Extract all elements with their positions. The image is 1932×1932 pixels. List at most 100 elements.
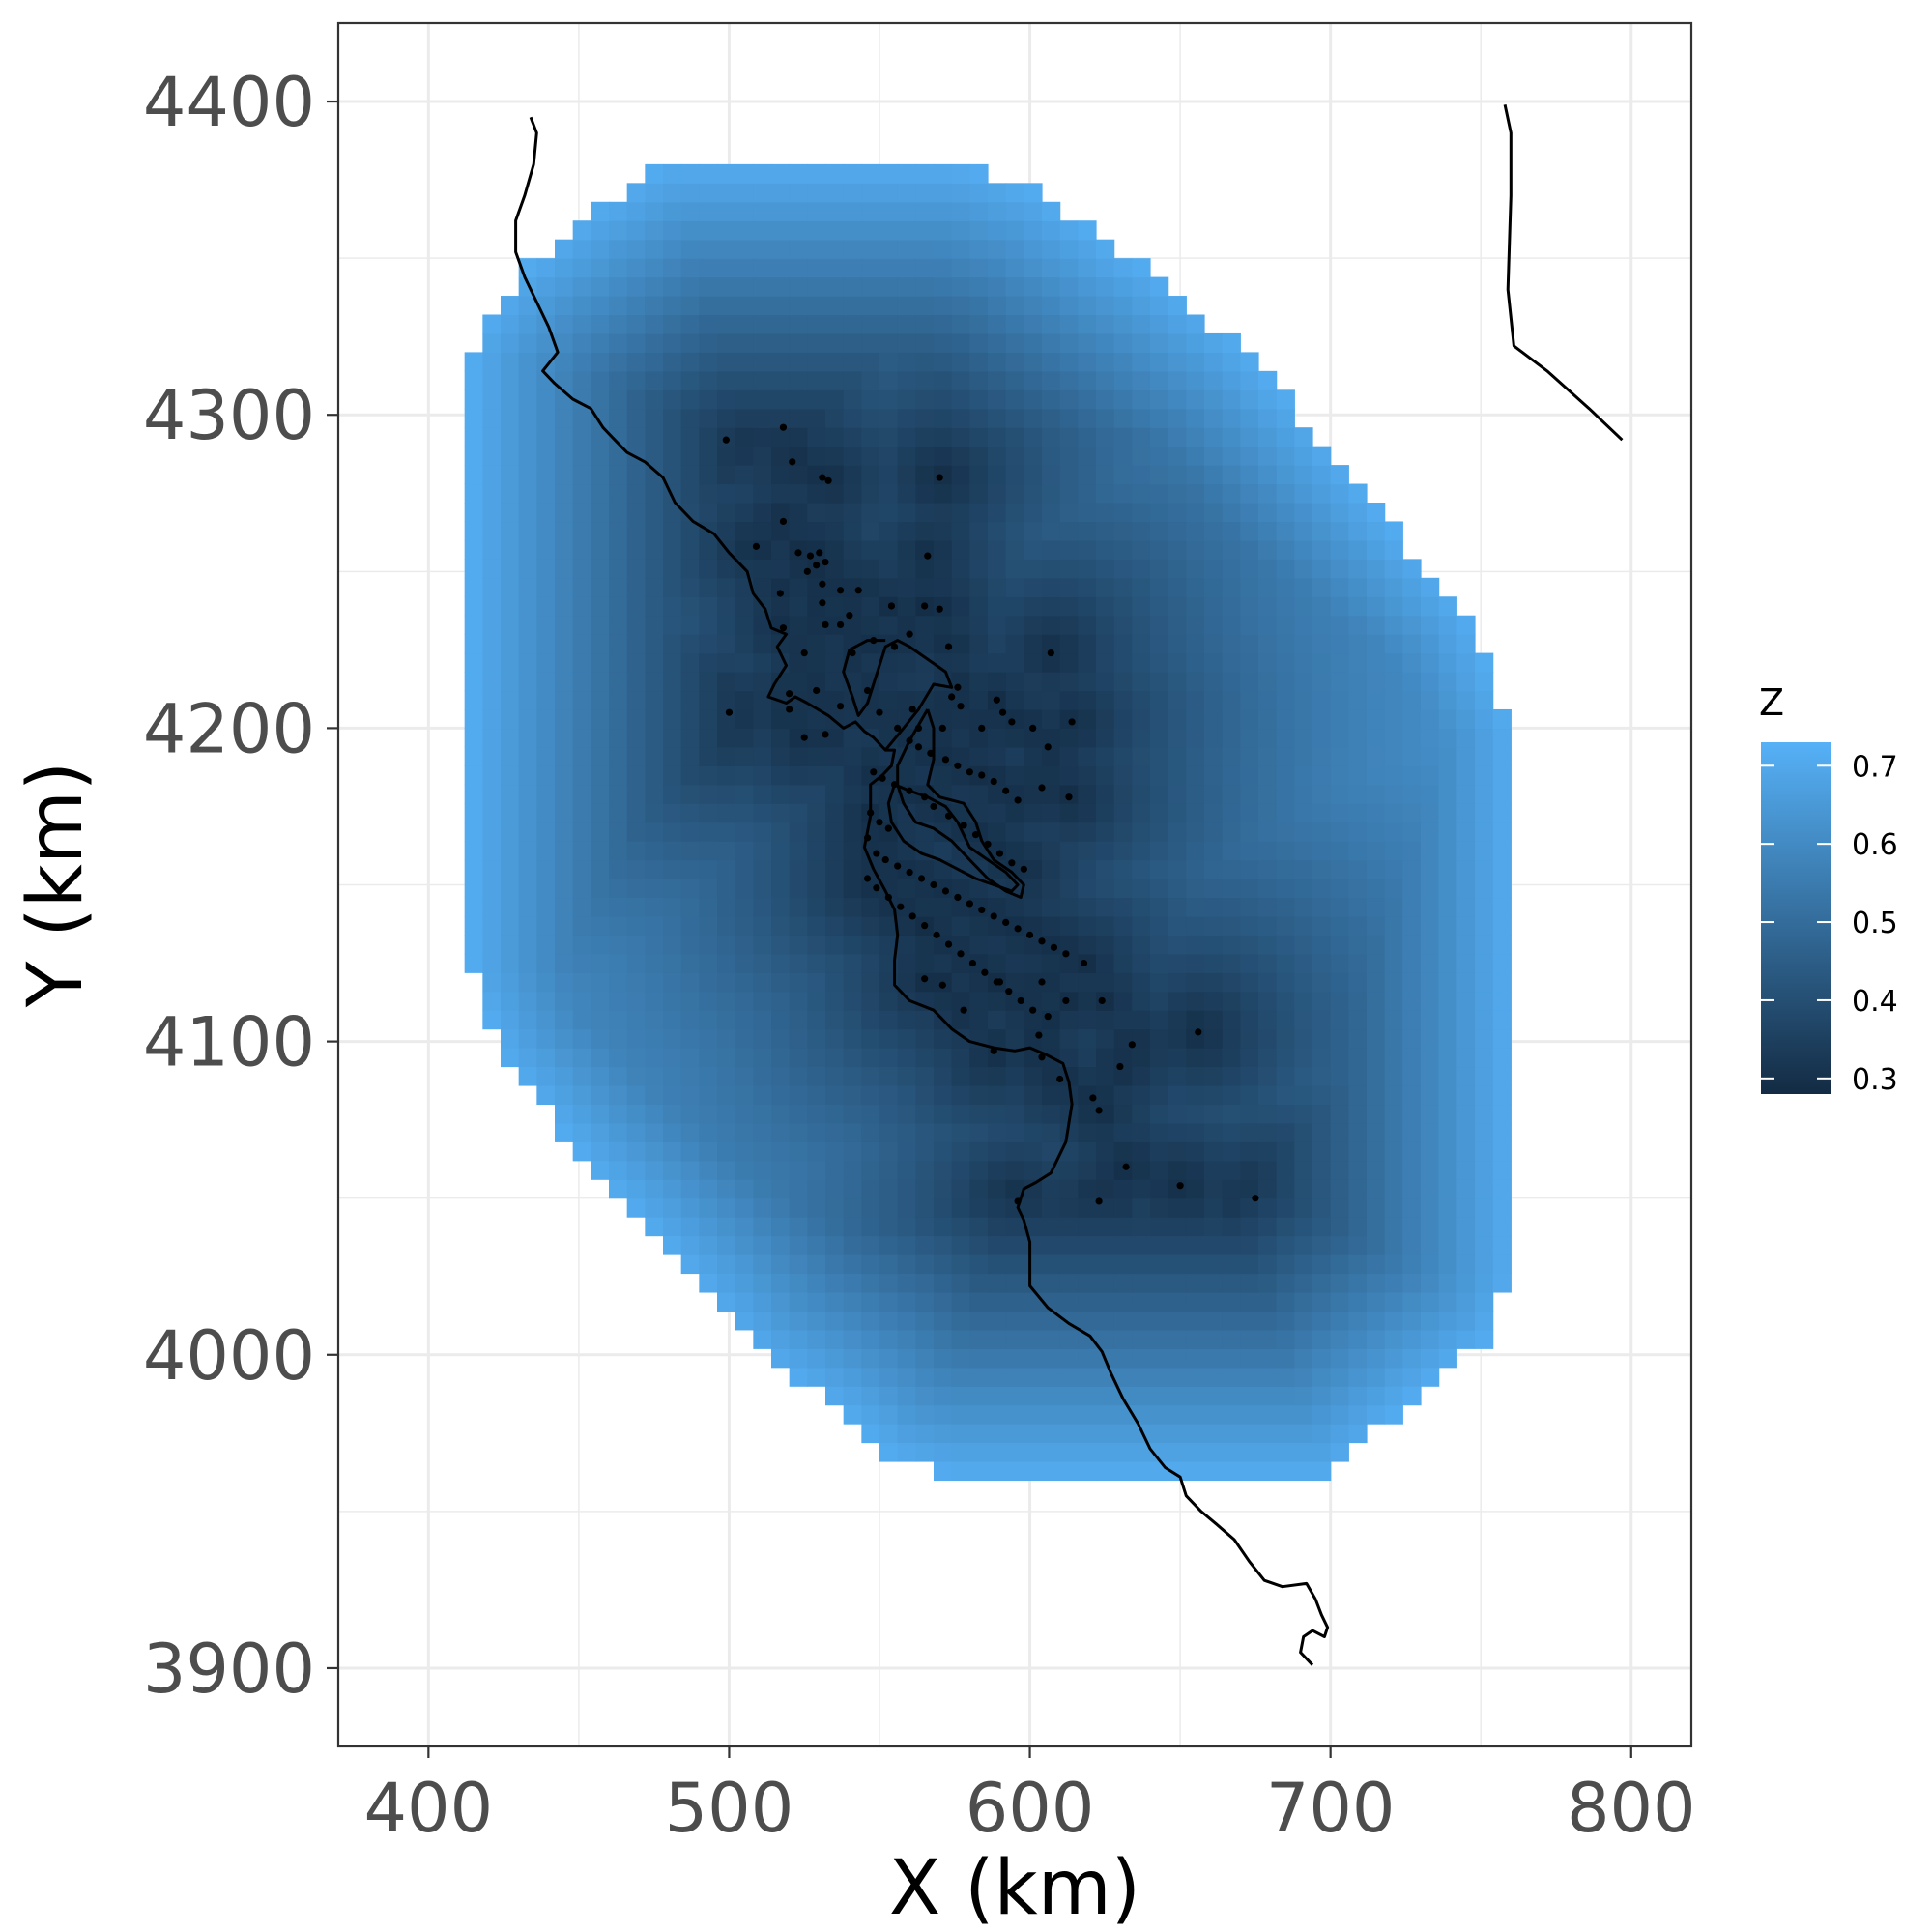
- surface-cell: [645, 1084, 664, 1106]
- surface-cell: [591, 276, 610, 297]
- surface-cell: [1132, 276, 1151, 297]
- surface-cell: [1168, 1197, 1187, 1218]
- surface-cell: [1456, 1141, 1476, 1162]
- surface-cell: [861, 427, 880, 447]
- surface-cell: [699, 296, 718, 316]
- surface-cell: [717, 1254, 736, 1275]
- surface-cell: [1330, 1273, 1349, 1293]
- observation-point: [894, 724, 902, 733]
- surface-cell: [789, 408, 808, 428]
- surface-cell: [1186, 1460, 1205, 1482]
- surface-cell: [1024, 446, 1043, 466]
- surface-cell: [861, 258, 880, 278]
- observation-point: [879, 774, 886, 782]
- surface-cell: [1204, 935, 1224, 955]
- surface-cell: [555, 634, 574, 654]
- surface-cell: [663, 502, 682, 523]
- observation-point: [960, 1006, 967, 1014]
- surface-cell: [680, 765, 700, 786]
- surface-cell: [1348, 483, 1368, 504]
- surface-cell: [753, 708, 772, 730]
- surface-cell: [1402, 879, 1422, 899]
- surface-cell: [717, 915, 736, 936]
- surface-cell: [1276, 1311, 1295, 1331]
- surface-cell: [988, 446, 1007, 466]
- surface-cell: [1240, 1197, 1259, 1218]
- surface-cell: [518, 803, 537, 823]
- surface-cell: [1456, 1104, 1476, 1124]
- y-tick-label: 4200: [143, 689, 315, 768]
- surface-cell: [771, 1217, 791, 1237]
- surface-cell: [1078, 1348, 1097, 1369]
- surface-cell: [464, 483, 483, 504]
- surface-cell: [1113, 559, 1133, 579]
- surface-cell: [951, 1217, 970, 1237]
- surface-cell: [1438, 841, 1457, 861]
- surface-cell: [1348, 559, 1368, 579]
- surface-cell: [1024, 615, 1043, 635]
- surface-cell: [591, 765, 610, 786]
- surface-cell: [753, 370, 772, 390]
- surface-cell: [753, 389, 772, 410]
- surface-cell: [1113, 1235, 1133, 1255]
- surface-cell: [1348, 539, 1368, 560]
- surface-cell: [1005, 1329, 1024, 1349]
- surface-cell: [1150, 276, 1169, 297]
- observation-point: [725, 708, 734, 716]
- surface-cell: [609, 332, 628, 353]
- surface-cell: [897, 220, 916, 241]
- surface-cell: [572, 483, 591, 504]
- surface-cell: [1186, 352, 1205, 372]
- surface-cell: [969, 352, 989, 372]
- observation-point: [938, 981, 946, 989]
- surface-cell: [1240, 972, 1259, 993]
- surface-cell: [915, 352, 935, 372]
- surface-cell: [1348, 1404, 1368, 1425]
- surface-cell: [536, 332, 556, 353]
- surface-cell: [1150, 935, 1169, 955]
- surface-cell: [934, 465, 953, 485]
- surface-cell: [1240, 1404, 1259, 1425]
- surface-cell: [1078, 1104, 1097, 1124]
- surface-cell: [789, 201, 808, 221]
- surface-cell: [861, 1104, 880, 1124]
- surface-cell: [464, 915, 483, 936]
- surface-cell: [1294, 521, 1313, 541]
- surface-cell: [969, 915, 989, 936]
- surface-cell: [1384, 690, 1403, 710]
- surface-cell: [1294, 1273, 1313, 1293]
- surface-cell: [1222, 465, 1241, 485]
- surface-cell: [951, 1386, 970, 1406]
- surface-cell: [969, 897, 989, 917]
- surface-cell: [843, 1122, 862, 1142]
- surface-cell: [609, 1141, 628, 1162]
- surface-cell: [807, 332, 826, 353]
- surface-cell: [1042, 953, 1061, 973]
- surface-cell: [807, 314, 826, 334]
- surface-cell: [825, 332, 845, 353]
- surface-cell: [988, 483, 1007, 504]
- surface-cell: [1168, 539, 1187, 560]
- surface-cell: [591, 559, 610, 579]
- surface-cell: [771, 1273, 791, 1293]
- surface-cell: [1078, 1197, 1097, 1218]
- surface-cell: [735, 1273, 754, 1293]
- surface-cell: [464, 728, 483, 748]
- surface-cell: [1222, 784, 1241, 804]
- surface-cell: [988, 935, 1007, 955]
- surface-cell: [1367, 746, 1386, 766]
- surface-cell: [735, 634, 754, 654]
- surface-cell: [680, 1010, 700, 1030]
- surface-cell: [1294, 1141, 1313, 1162]
- surface-cell: [825, 746, 845, 766]
- surface-cell: [988, 1235, 1007, 1255]
- observation-point: [906, 736, 913, 744]
- surface-cell: [1276, 596, 1295, 617]
- surface-cell: [663, 634, 682, 654]
- surface-cell: [1204, 784, 1224, 804]
- surface-cell: [1024, 953, 1043, 973]
- surface-cell: [1005, 1028, 1024, 1049]
- surface-cell: [699, 841, 718, 861]
- surface-cell: [1258, 427, 1278, 447]
- surface-cell: [1096, 1066, 1115, 1086]
